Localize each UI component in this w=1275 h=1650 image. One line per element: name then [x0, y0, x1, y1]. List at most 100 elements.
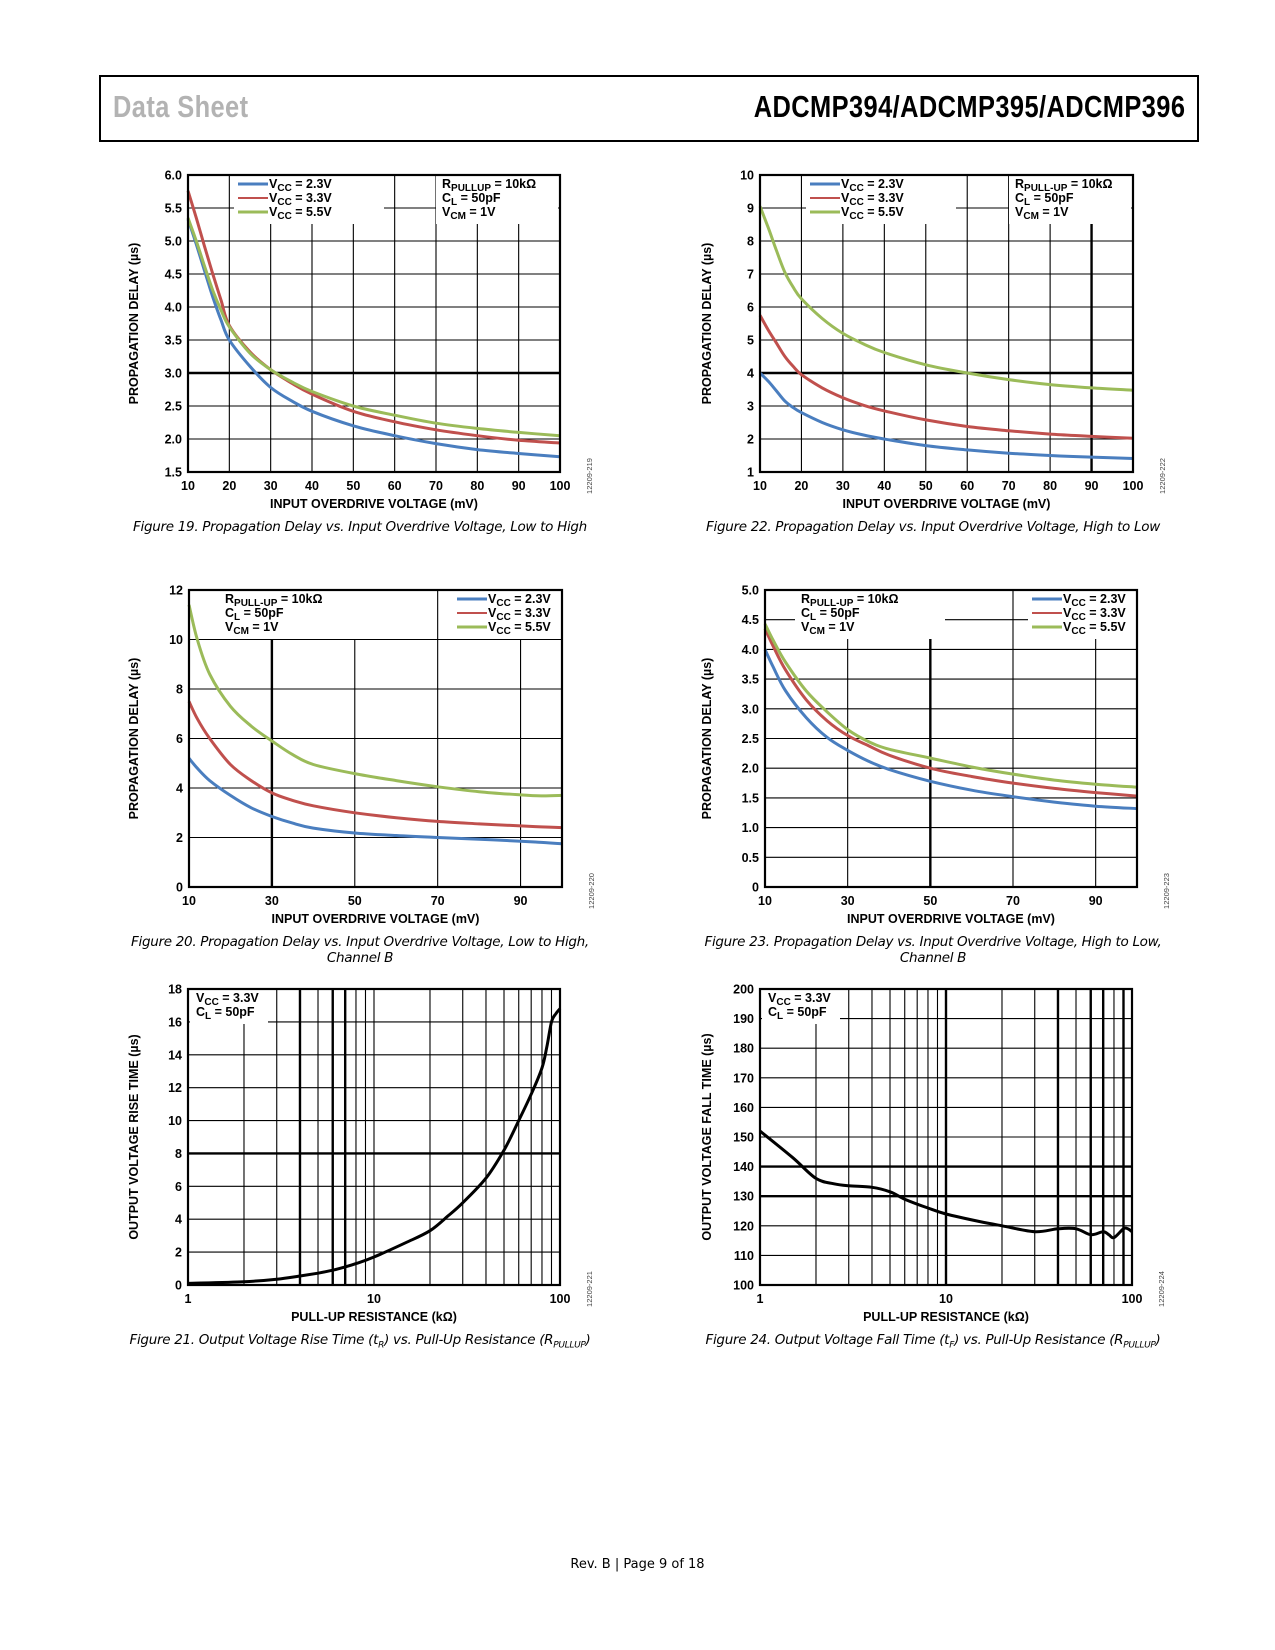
figure-code: 12209-221: [585, 1271, 594, 1307]
y-tick-label: 10: [169, 633, 183, 647]
condition-label: CL = 50pF: [196, 1005, 255, 1022]
caption-line: Channel B: [326, 950, 394, 966]
figure-24: VCC = 3.3V CL = 50pF 100 110 120 130 140 150 160…: [693, 975, 1173, 1365]
y-tick-label: 3.5: [742, 673, 759, 687]
x-tick-label: 1: [185, 1292, 192, 1306]
x-tick-label: 40: [877, 479, 891, 493]
y-tick-label: 10: [168, 1114, 182, 1128]
x-tick-label: 1: [757, 1292, 764, 1306]
y-tick-label: 5.0: [165, 235, 182, 249]
x-tick-label: 100: [1123, 479, 1144, 493]
y-tick-label: 10: [740, 169, 754, 183]
x-tick-label: 100: [550, 1292, 571, 1306]
y-axis-label: PROPAGATION DELAY (µs): [700, 658, 714, 820]
y-tick-label: 8: [747, 235, 754, 249]
x-tick-label: 90: [1085, 479, 1099, 493]
series-line: [187, 757, 563, 846]
y-tick-label: 0.5: [742, 851, 759, 865]
figure-code: 12209-222: [1158, 458, 1167, 494]
y-tick-label: 2.0: [742, 762, 759, 776]
y-tick-label: 8: [176, 683, 183, 697]
caption-line: Channel B: [899, 950, 967, 966]
x-tick-label: 60: [388, 479, 402, 493]
figure-code: 12209-224: [1157, 1271, 1166, 1307]
x-tick-label: 90: [514, 894, 528, 908]
header-right-title: ADCMP394/ADCMP395/ADCMP396: [753, 89, 1185, 124]
x-tick-label: 60: [960, 479, 974, 493]
y-tick-label: 0: [176, 881, 183, 895]
caption-line: Figure 20. Propagation Delay vs. Input O…: [131, 934, 589, 950]
legend-label: VCC = 3.3V: [841, 191, 904, 208]
x-tick-label: 70: [429, 479, 443, 493]
y-tick-label: 4: [176, 782, 183, 796]
y-axis-label: OUTPUT VOLTAGE FALL TIME (µs): [700, 1033, 714, 1240]
y-tick-label: 1: [747, 466, 754, 480]
figure-20: RPULL-UP = 10kΩ CL = 50pF VCM = 1V VCC = 2.…: [120, 570, 600, 990]
condition-label: RPULLUP = 10kΩ: [442, 177, 536, 194]
y-tick-label: 4: [747, 367, 754, 381]
x-tick-label: 90: [1089, 894, 1103, 908]
y-tick-label: 190: [733, 1012, 754, 1026]
y-tick-label: 14: [168, 1048, 182, 1062]
figure-caption: Figure 22. Propagation Delay vs. Input O…: [693, 519, 1173, 535]
condition-label: VCM = 1V: [1015, 205, 1069, 222]
x-tick-label: 50: [346, 479, 360, 493]
figure-code: 12209-220: [587, 873, 596, 909]
y-tick-label: 100: [733, 1279, 754, 1293]
y-tick-label: 130: [733, 1190, 754, 1204]
legend-background: [795, 591, 945, 639]
x-tick-label: 80: [1043, 479, 1057, 493]
legend-background: [1009, 176, 1131, 224]
y-tick-label: 9: [747, 202, 754, 216]
y-tick-label: 1.0: [742, 821, 759, 835]
figure-22: RPULL-UP = 10kΩ CL = 50pF VCM = 1V VCC = 2.…: [693, 165, 1173, 545]
x-axis-label: PULL-UP RESISTANCE (kΩ): [291, 1310, 457, 1324]
legend-label: VCC = 3.3V: [488, 606, 551, 623]
x-axis-label: PULL-UP RESISTANCE (kΩ): [863, 1310, 1029, 1324]
y-tick-label: 200: [733, 983, 754, 997]
condition-label: VCC = 3.3V: [196, 991, 259, 1008]
condition-label: VCC = 3.3V: [768, 991, 831, 1008]
x-tick-label: 10: [182, 894, 196, 908]
plot-frame: [186, 987, 562, 1287]
x-tick-label: 20: [794, 479, 808, 493]
y-tick-label: 18: [168, 983, 182, 997]
plot-frame: [186, 173, 562, 474]
x-tick-label: 50: [919, 479, 933, 493]
y-tick-label: 160: [733, 1101, 754, 1115]
series-line: [187, 700, 563, 830]
y-axis-label: OUTPUT VOLTAGE RISE TIME (µs): [127, 1034, 141, 1239]
x-tick-label: 70: [1002, 479, 1016, 493]
legend-label: VCC = 5.5V: [488, 620, 551, 637]
x-axis-label: INPUT OVERDRIVE VOLTAGE (mV): [847, 912, 1055, 926]
x-tick-label: 40: [305, 479, 319, 493]
series-line: [763, 623, 1138, 789]
legend-background: [436, 176, 558, 224]
condition-label: CL = 50pF: [442, 191, 501, 208]
y-tick-label: 180: [733, 1042, 754, 1056]
y-tick-label: 110: [734, 1249, 754, 1263]
figure-caption: Figure 20. Propagation Delay vs. Input O…: [120, 934, 600, 966]
figure-code: 12209-219: [585, 458, 594, 494]
y-tick-label: 5: [747, 334, 754, 348]
x-tick-label: 10: [753, 479, 767, 493]
y-tick-label: 5.0: [742, 584, 759, 598]
y-tick-label: 2: [176, 831, 183, 845]
y-tick-label: 1.5: [165, 466, 182, 480]
y-tick-label: 0: [175, 1279, 182, 1293]
y-tick-label: 7: [747, 268, 754, 282]
x-tick-label: 90: [512, 479, 526, 493]
y-tick-label: 4: [175, 1213, 182, 1227]
page-footer: Rev. B | Page 9 of 18: [570, 1557, 705, 1572]
condition-label: CL = 50pF: [801, 606, 860, 623]
figure-caption: Figure 21. Output Voltage Rise Time (tR)…: [129, 1332, 591, 1351]
legend-label: VCC = 5.5V: [269, 205, 332, 222]
x-axis-label: INPUT OVERDRIVE VOLTAGE (mV): [270, 497, 478, 511]
legend-background: [190, 990, 268, 1024]
x-tick-label: 100: [550, 479, 571, 493]
y-tick-label: 3.5: [165, 334, 182, 348]
y-tick-label: 6.0: [165, 169, 182, 183]
y-tick-label: 170: [733, 1071, 754, 1085]
